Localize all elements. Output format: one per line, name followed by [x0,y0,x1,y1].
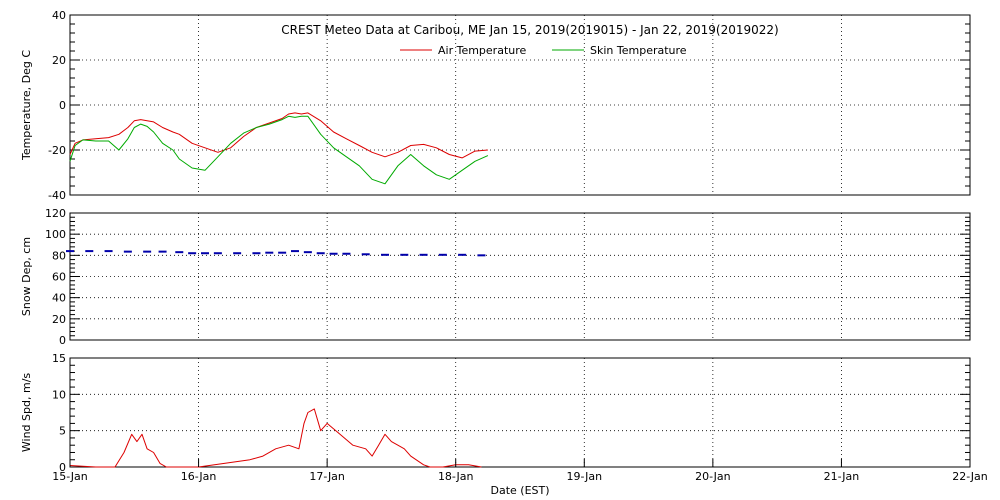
y-axis-label: Snow Dep, cm [20,237,33,316]
x-tick-label: 18-Jan [438,470,474,483]
x-tick-label: 20-Jan [695,470,731,483]
snow-depth-point [419,253,428,256]
snow-depth-point [477,254,486,257]
y-tick-label: 120 [45,207,66,220]
legend: Air Temperature Skin Temperature [400,44,687,57]
snow-depth-point [201,252,209,255]
snow-depth-point [66,250,74,253]
snow-depth-point [213,252,222,255]
y-tick-label: 100 [45,228,66,241]
skin-temperature-line [69,115,489,185]
snow-depth-point [104,250,113,253]
snow-depth-point [458,253,467,256]
y-tick-label: 0 [59,99,66,112]
snow-depth-panel: 0 20 40 60 80 100 120 Snow Dep, cm [20,207,971,347]
y-tick-label: 15 [52,352,66,365]
snow-depth-point [400,253,409,256]
snow-depth-point [175,251,184,254]
legend-label-air: Air Temperature [438,44,527,57]
plot-frame [69,14,971,196]
y-tick-label: 5 [59,425,66,438]
y-tick-label: 0 [59,461,66,474]
snow-depth-point [188,252,197,255]
wind-speed-line [69,408,482,468]
snow-depth-point [381,253,389,256]
y-tick-label: -40 [48,189,66,202]
x-tick-label: 17-Jan [309,470,345,483]
legend-label-skin: Skin Temperature [590,44,687,57]
y-axis-label: Temperature, Deg C [20,50,33,161]
wind-speed-panel: 0 5 10 15 Wind Spd, m/s [20,352,971,474]
x-tick-label: 22-Jan [952,470,988,483]
snow-depth-point [85,250,94,253]
snow-depth-point [233,252,242,255]
y-tick-label: -20 [48,144,66,157]
snow-depth-point [291,250,299,253]
snow-depth-point [123,250,132,253]
x-axis: 15-Jan 16-Jan 17-Jan 18-Jan 19-Jan 20-Jan 21-J… [52,459,988,483]
snow-depth-point [316,252,325,255]
snow-depth-point [143,250,152,253]
snow-depth-point [438,253,447,256]
air-temperature-line [69,112,488,159]
temperature-panel: -40 -20 0 20 40 Temperature, Deg C [20,9,971,202]
y-tick-label: 20 [52,54,66,67]
x-tick-label: 15-Jan [52,470,88,483]
snow-depth-point [329,252,338,255]
snow-depth-point [158,250,167,253]
y-axis-label: Wind Spd, m/s [20,373,33,453]
snow-depth-point [342,252,351,255]
x-axis-label: Date (EST) [490,484,549,497]
y-tick-label: 10 [52,388,66,401]
snow-depth-point [278,251,287,254]
snow-depth-point [361,253,370,256]
plot-frame [69,212,971,341]
y-tick-label: 40 [52,292,66,305]
plot-frame [69,357,971,468]
snow-depth-point [252,252,261,255]
y-tick-label: 60 [52,271,66,284]
snow-depth-point [265,251,274,254]
snow-depth-point [303,251,312,254]
y-tick-label: 40 [52,9,66,22]
x-tick-label: 19-Jan [567,470,603,483]
y-tick-label: 20 [52,313,66,326]
chart-title: CREST Meteo Data at Caribou, ME Jan 15, … [281,23,778,37]
x-tick-label: 21-Jan [824,470,860,483]
x-tick-label: 16-Jan [181,470,217,483]
y-tick-label: 80 [52,249,66,262]
y-tick-label: 0 [59,334,66,347]
